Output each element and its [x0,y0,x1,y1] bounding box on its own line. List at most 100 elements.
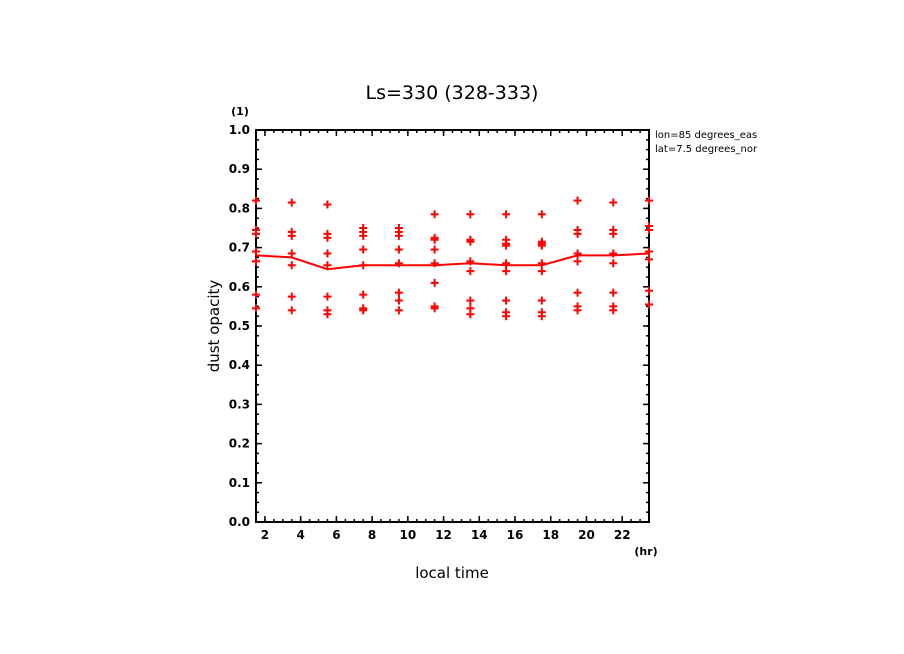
plus-marker [323,200,332,209]
plus-marker [573,196,582,205]
y-tick-label: 0.6 [229,280,250,294]
x-tick-label: 22 [614,528,631,542]
plus-marker [323,249,332,258]
y-tick-label: 0.8 [229,201,250,215]
plot-frame [255,129,650,523]
y-tick-label: 0.2 [229,437,250,451]
plus-marker [537,241,546,250]
plus-marker [645,196,653,205]
plus-marker [645,225,653,234]
x-tick-label: 16 [507,528,524,542]
x-tick-label: 6 [332,528,340,542]
plus-marker [287,231,296,240]
x-tick-label: 20 [578,528,595,542]
plus-marker [252,196,260,205]
plus-marker [394,259,403,268]
chart-title: Ls=330 (328-333) [366,82,539,104]
y-tick-label: 0.7 [229,241,250,255]
plus-marker [287,261,296,270]
plus-marker [359,231,368,240]
plus-marker [502,296,511,305]
plus-marker [287,306,296,315]
x-tick-label: 10 [399,528,416,542]
x-tick-label: 8 [368,528,376,542]
plus-marker [323,233,332,242]
mean-line-series [255,252,650,271]
plus-marker [573,257,582,266]
data-layer [252,196,653,321]
plus-marker [609,229,618,238]
y-tick-label: 0.0 [229,515,250,529]
plus-marker [573,306,582,315]
y-tick-label: 0.1 [229,476,250,490]
plus-marker [252,290,260,299]
x-axis-title: local time [415,564,489,582]
plus-marker [537,296,546,305]
y-tick-label: 0.3 [229,397,250,411]
plus-marker [252,247,260,256]
axis-ticks: 0.0 0.1 0.2 0.3 0.4 0.5 0.6 0.7 0.8 0.9 1.0 2 4 6 8 10 1… [229,123,650,542]
plus-marker [394,231,403,240]
plus-marker [609,198,618,207]
plus-marker [537,267,546,276]
plus-marker [430,259,439,268]
plus-marker [359,261,368,270]
y-tick-label: 0.9 [229,162,250,176]
plus-marker [466,267,475,276]
plus-marker [252,304,260,313]
plus-marker [359,290,368,299]
y-unit-label: (1) [231,105,249,118]
plus-marker [430,245,439,254]
longitude-annotation: lon=85 degrees_eas [655,130,757,141]
y-tick-label: 0.5 [229,319,250,333]
plus-marker [609,259,618,268]
x-unit-label: (hr) [634,545,657,558]
plus-marker [430,304,439,313]
plus-marker [502,267,511,276]
plus-marker [394,245,403,254]
plus-marker [394,296,403,305]
plus-marker [502,259,511,268]
plus-marker [645,247,653,256]
plus-marker [394,306,403,315]
plus-marker [645,255,653,264]
plus-marker [287,198,296,207]
plus-marker [573,288,582,297]
plus-marker [537,259,546,268]
plus-marker [537,210,546,219]
plus-marker [466,296,475,305]
y-tick-label: 1.0 [229,123,250,137]
plus-marker [466,210,475,219]
y-axis-title: dust opacity [205,280,223,373]
plus-marker [466,310,475,319]
plus-marker [287,249,296,258]
plus-marker [609,306,618,315]
plus-marker [323,292,332,301]
plus-marker [609,288,618,297]
plus-marker [573,249,582,258]
plus-marker [645,286,653,295]
plus-marker [323,310,332,319]
plus-marker [430,278,439,287]
plus-marker [502,241,511,250]
plus-marker [394,288,403,297]
plus-marker [287,292,296,301]
y-tick-label: 0.4 [229,358,250,372]
plus-marker [430,210,439,219]
latitude-annotation: lat=7.5 degrees_nor [655,144,758,155]
plus-marker [252,257,260,266]
plus-marker [609,249,618,258]
x-tick-label: 12 [435,528,452,542]
plus-marker [252,229,260,238]
plus-marker [359,245,368,254]
x-tick-label: 2 [261,528,269,542]
plus-marker [537,312,546,321]
x-tick-label: 14 [471,528,488,542]
plus-marker [323,261,332,270]
plus-marker [430,235,439,244]
plus-marker [466,257,475,266]
plus-marker [645,300,653,309]
x-tick-label: 4 [296,528,304,542]
x-tick-label: 18 [542,528,559,542]
